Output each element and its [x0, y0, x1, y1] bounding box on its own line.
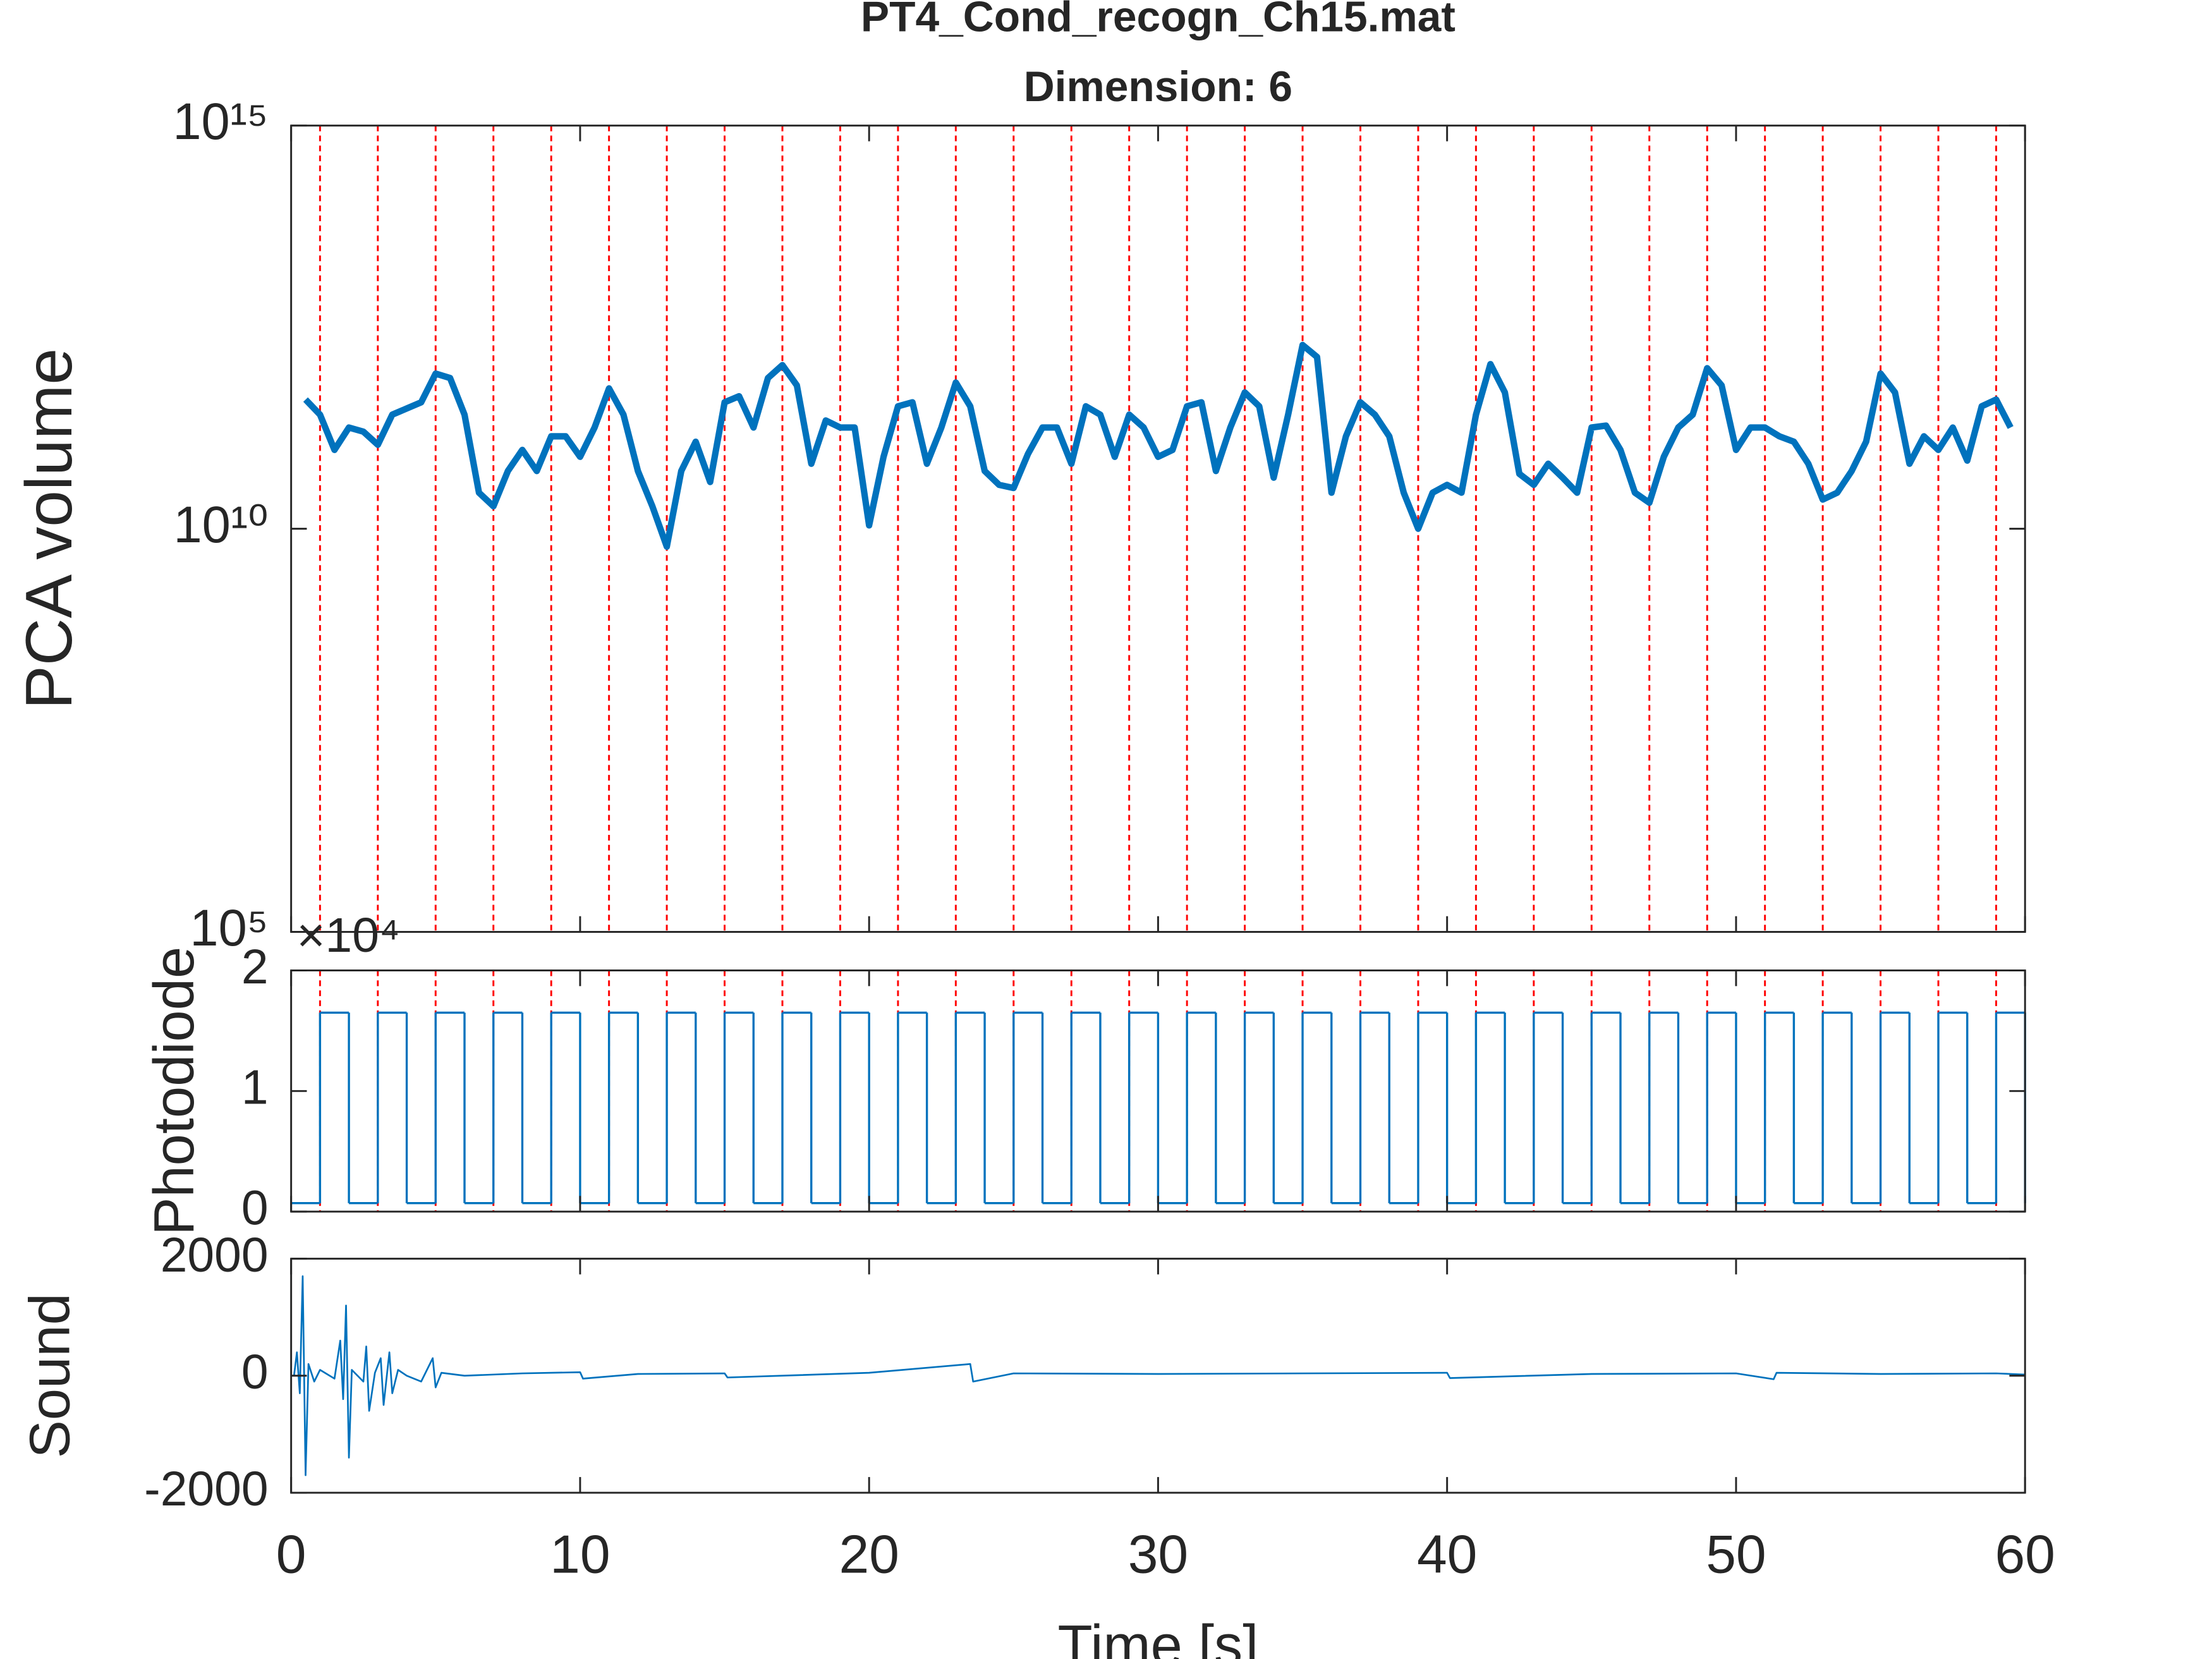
y-tick-label: 0 [241, 1346, 269, 1399]
y-tick-label: 1 [241, 1061, 269, 1115]
y-tick-label: 2 [241, 940, 269, 994]
x-tick-label: 20 [839, 1524, 899, 1584]
chart-title: PT4_Cond_recogn_Ch15.mat [861, 0, 1455, 41]
chart-subtitle: Dimension: 6 [1024, 63, 1292, 111]
y-tick-label: 0 [241, 1181, 269, 1235]
x-tick-label: 30 [1128, 1524, 1188, 1584]
y-tick-label: 10¹⁵ [173, 93, 268, 150]
y-tick-label: 10¹⁰ [173, 496, 268, 554]
x-axis-label: Time [s] [1058, 1613, 1259, 1659]
y-axis-label: Sound [18, 1293, 82, 1458]
y-tick-label: -2000 [144, 1462, 268, 1516]
y-tick-label: 10⁵ [190, 899, 268, 957]
x-tick-label: 60 [1995, 1524, 2055, 1584]
data-line [293, 1275, 2026, 1476]
y-axis-label: PCA volume [13, 348, 86, 709]
x-tick-label: 10 [550, 1524, 610, 1584]
data-line [303, 341, 2014, 550]
x-tick-label: 40 [1417, 1524, 1477, 1584]
y-multiplier: ×10⁴ [297, 909, 400, 963]
x-tick-label: 50 [1706, 1524, 1766, 1584]
y-axis-label: Photodiode [142, 947, 206, 1236]
y-tick-label: 2000 [161, 1229, 269, 1282]
x-tick-label: 0 [276, 1524, 307, 1584]
